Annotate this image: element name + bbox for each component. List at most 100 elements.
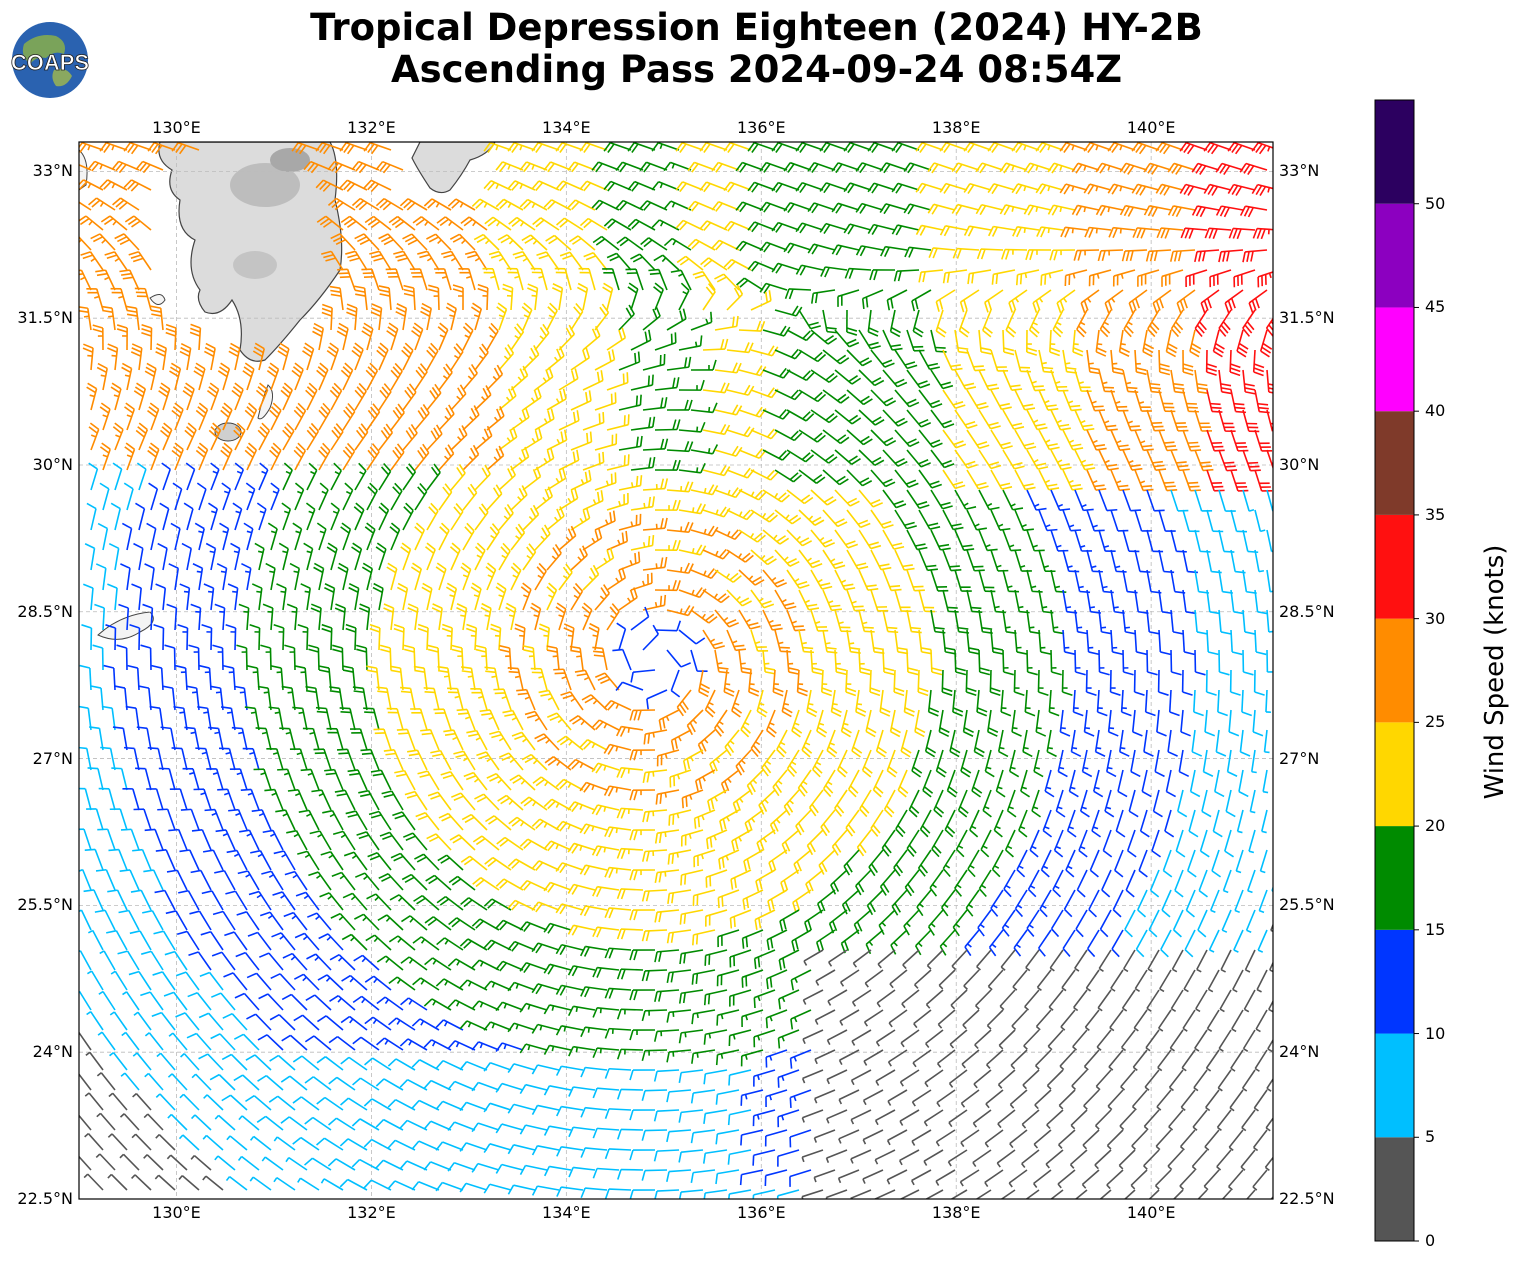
- wind-barb: [366, 403, 381, 431]
- wind-barb: [747, 142, 776, 153]
- wind-barb: [1026, 489, 1047, 511]
- wind-barb: [594, 433, 618, 451]
- wind-barb: [414, 482, 428, 511]
- wind-barb: [675, 181, 704, 193]
- wind-barb: [112, 462, 123, 491]
- wind-barb: [1011, 183, 1040, 195]
- wind-barb: [711, 239, 740, 251]
- wind-barb: [486, 484, 503, 511]
- wind-barb: [1251, 142, 1273, 155]
- wind-barb: [894, 509, 917, 530]
- wind-barb: [1158, 429, 1178, 452]
- wind-barb: [1259, 329, 1273, 358]
- wind-barb: [639, 161, 668, 173]
- wind-barb: [567, 199, 596, 211]
- wind-barb: [879, 203, 908, 215]
- wind-barb: [1179, 142, 1208, 155]
- wind-barb: [747, 260, 776, 272]
- wind-barb: [1215, 162, 1244, 175]
- wind-barb: [1251, 183, 1273, 196]
- wind-barb: [942, 349, 963, 371]
- wind-barb: [82, 343, 94, 371]
- wind-barb: [966, 469, 989, 490]
- wind-barb: [426, 424, 443, 451]
- wind-barb: [1170, 309, 1184, 338]
- wind-barb: [1050, 369, 1069, 392]
- wind-barb: [141, 324, 153, 351]
- wind-barb: [318, 482, 329, 511]
- wind-barb: [882, 489, 907, 509]
- wind-barb: [939, 182, 968, 194]
- wind-barb: [666, 481, 694, 493]
- wind-barb: [1011, 142, 1040, 153]
- wind-barb: [1014, 349, 1031, 373]
- wind-barb: [1001, 248, 1028, 260]
- wind-barb: [678, 335, 703, 351]
- wind-barb: [1095, 329, 1107, 357]
- wind-barb: [441, 250, 464, 271]
- wind-barb: [316, 215, 344, 231]
- wind-barb: [846, 349, 873, 367]
- wind-barb: [1059, 142, 1088, 153]
- wind-barb: [1230, 509, 1248, 533]
- colorbar-tick-label: 0: [1425, 1231, 1436, 1250]
- wind-barb: [1015, 269, 1040, 286]
- wind-barb: [426, 383, 442, 411]
- wind-barb: [79, 236, 92, 251]
- wind-barb: [100, 215, 128, 231]
- wind-barb: [714, 315, 739, 331]
- wind-barb: [843, 182, 872, 194]
- wind-barb: [618, 394, 642, 411]
- wind-barb: [963, 225, 992, 237]
- wind-barb: [1194, 529, 1211, 553]
- wind-barb: [462, 405, 480, 431]
- wind-barb: [426, 502, 439, 531]
- wind-barb: [171, 442, 184, 471]
- wind-barb: [870, 429, 897, 447]
- wind-barb: [699, 220, 728, 232]
- wind-barb: [582, 527, 603, 551]
- wind-barb: [606, 414, 630, 431]
- wind-barb: [123, 179, 152, 192]
- wind-barb: [1059, 183, 1088, 195]
- wind-barb: [378, 285, 392, 311]
- wind-barb: [1122, 369, 1139, 393]
- wind-barb: [401, 342, 414, 371]
- wind-barb: [1086, 349, 1101, 375]
- wind-barb: [630, 253, 656, 271]
- wind-barb: [281, 502, 292, 531]
- wind-barb: [545, 234, 572, 251]
- wind-barb: [858, 329, 881, 350]
- wind-barb: [339, 142, 368, 155]
- wind-barb: [1279, 630, 1285, 652]
- wind-barb: [462, 522, 475, 551]
- wind-barb: [1257, 271, 1273, 288]
- wind-barb: [506, 267, 524, 291]
- wind-barb: [558, 410, 580, 431]
- wind-barb: [220, 442, 233, 471]
- wind-barb: [1200, 289, 1220, 314]
- wind-barb: [666, 441, 694, 453]
- wind-barb: [181, 542, 192, 571]
- colorbar-tick-label: 25: [1425, 712, 1446, 732]
- wind-barb: [522, 504, 540, 531]
- wind-barb: [786, 529, 813, 547]
- wind-barb: [182, 382, 195, 411]
- wind-barb: [402, 502, 414, 531]
- wind-barb: [378, 383, 392, 411]
- wind-barb: [846, 429, 873, 446]
- wind-barb: [1279, 550, 1288, 572]
- wind-barb: [615, 199, 644, 211]
- wind-barb: [831, 202, 860, 214]
- wind-barb: [1023, 162, 1052, 174]
- wind-barb: [714, 487, 743, 499]
- wind-barb: [502, 283, 514, 311]
- wind-barb: [420, 302, 432, 331]
- wind-barb: [364, 522, 376, 551]
- wind-barb: [893, 269, 920, 282]
- wind-barb: [606, 454, 630, 471]
- colorbar-segment: [1375, 1137, 1414, 1241]
- wind-barb: [219, 522, 230, 551]
- wind-barb: [602, 282, 614, 311]
